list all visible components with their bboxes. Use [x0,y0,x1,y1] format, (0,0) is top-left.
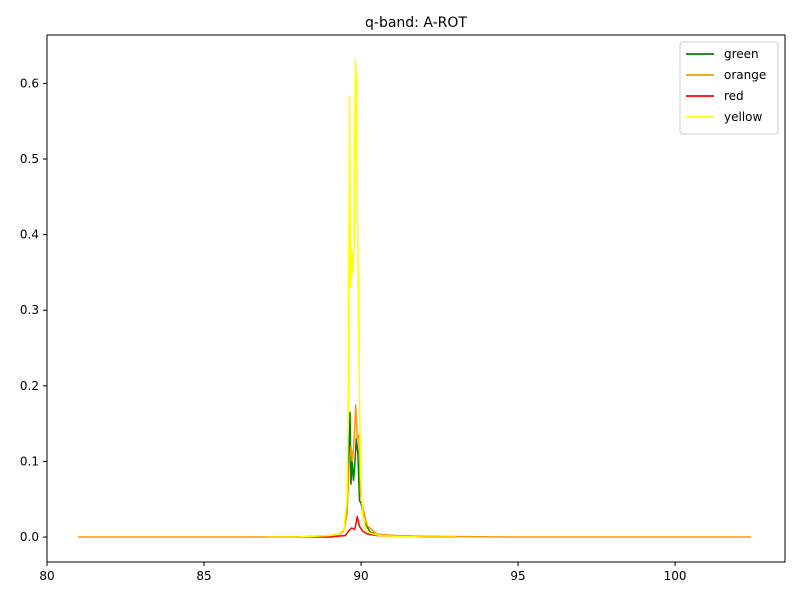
series-line-red [266,515,457,538]
y-tick-label: 0.3 [20,303,39,317]
legend-box [679,41,779,135]
y-tick-label: 0.6 [20,76,39,90]
x-tick-label: 90 [353,569,368,583]
chart-title: q-band: A-ROT [365,15,467,31]
x-tick-label: 85 [196,569,211,583]
legend: green orange red yellow [679,41,779,135]
x-tick-label: 100 [664,569,687,583]
y-tick-label: 0.4 [20,228,39,242]
x-axis: 80 85 90 95 100 [39,562,687,583]
legend-label-green: green [724,47,759,61]
series-layer [77,58,752,538]
series-line-orange [77,403,752,538]
axes-frame [46,34,786,563]
legend-label-yellow: yellow [724,110,762,124]
y-tick-label: 0.5 [20,152,39,166]
y-tick-label: 0.2 [20,379,39,393]
y-tick-label: 0.0 [20,530,39,544]
x-tick-label: 95 [510,569,525,583]
legend-label-red: red [724,89,744,103]
legend-label-orange: orange [724,68,766,82]
x-tick-label: 80 [39,569,54,583]
y-tick-label: 0.1 [20,454,39,468]
y-axis: 0.0 0.1 0.2 0.3 0.4 0.5 0.6 [20,76,47,544]
series-line-yellow [266,58,457,538]
